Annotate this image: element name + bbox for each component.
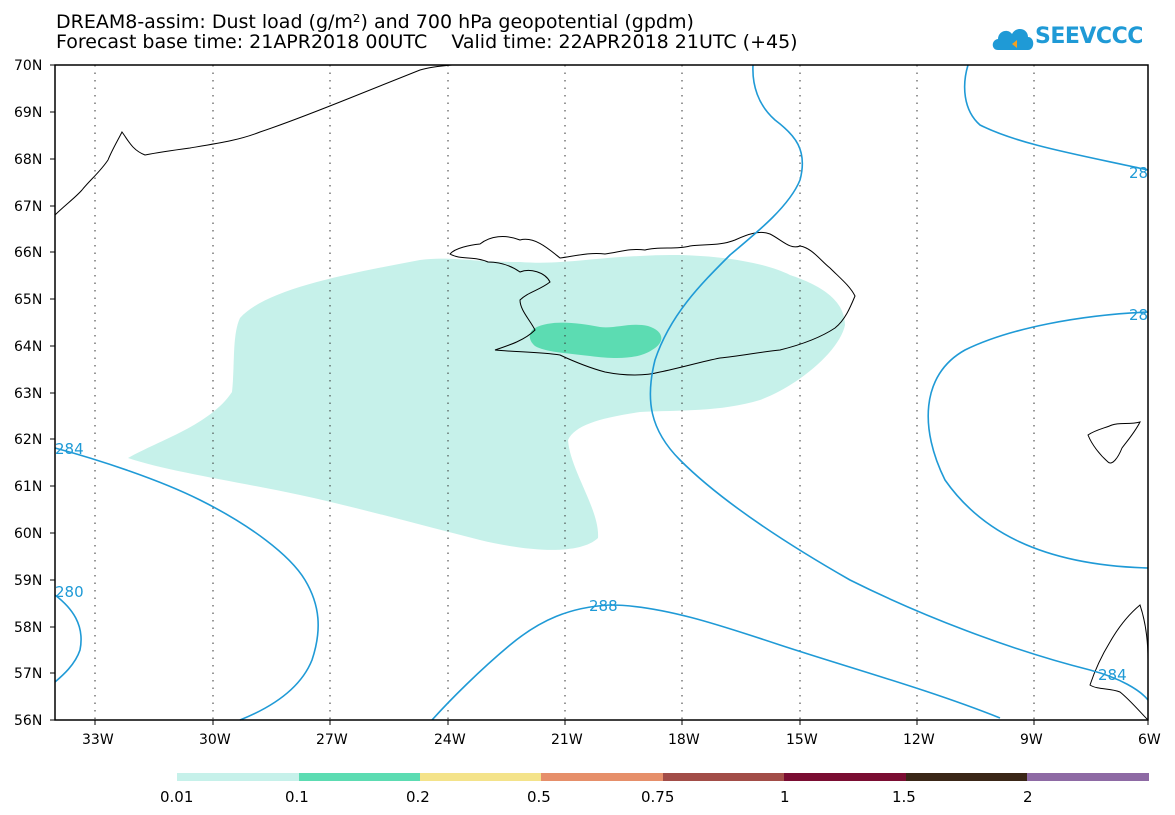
lon-label: 15W bbox=[786, 732, 818, 748]
colorbar-swatch bbox=[906, 773, 1027, 781]
lat-label: 59N bbox=[14, 573, 42, 589]
contour-label-288: 288 bbox=[589, 597, 618, 615]
contour-284-west bbox=[54, 447, 319, 721]
seevccc-logo: SEEVCCC bbox=[990, 18, 1160, 58]
scotland-coast bbox=[1089, 604, 1149, 722]
colorbar bbox=[177, 773, 1149, 781]
colorbar-tick-label: 1 bbox=[780, 788, 790, 806]
dust-area-medium bbox=[529, 322, 662, 358]
lat-label: 64N bbox=[14, 339, 42, 355]
lat-label: 60N bbox=[14, 526, 42, 542]
lon-label: 12W bbox=[903, 732, 935, 748]
lat-label: 61N bbox=[14, 479, 42, 495]
contour-28-northeast bbox=[963, 64, 1149, 171]
colorbar-swatch bbox=[541, 773, 663, 781]
map-title: DREAM8-assim: Dust load (g/m²) and 700 h… bbox=[56, 11, 694, 33]
longitude-axis bbox=[94, 720, 1149, 725]
colorbar-tick-label: 1.5 bbox=[892, 788, 916, 806]
dust-area-light bbox=[128, 254, 845, 550]
map-subtitle: Forecast base time: 21APR2018 00UTC Vali… bbox=[56, 31, 798, 53]
colorbar-tick-label: 2 bbox=[1023, 788, 1033, 806]
latitude-labels: 70N 69N 68N 67N 66N 65N 64N 63N 62N 61N … bbox=[14, 58, 42, 729]
lon-label: 6W bbox=[1138, 732, 1161, 748]
faroe-coast bbox=[1087, 421, 1141, 464]
greenland-coast bbox=[54, 64, 453, 216]
lon-label: 18W bbox=[668, 732, 700, 748]
contour-280-west bbox=[54, 594, 82, 683]
lat-label: 58N bbox=[14, 620, 42, 636]
colorbar-swatch bbox=[420, 773, 541, 781]
colorbar-tick-label: 0.5 bbox=[527, 788, 551, 806]
lat-label: 56N bbox=[14, 713, 42, 729]
colorbar-tick-label: 0.1 bbox=[285, 788, 309, 806]
colorbar-tick-label: 0.2 bbox=[406, 788, 430, 806]
colorbar-swatch bbox=[1027, 773, 1149, 781]
colorbar-swatch bbox=[177, 773, 299, 781]
geopotential-contours bbox=[54, 64, 1149, 721]
lon-label: 27W bbox=[316, 732, 348, 748]
contour-288 bbox=[431, 604, 1001, 721]
contour-labels: 284 280 288 284 28 28 bbox=[55, 164, 1148, 684]
colorbar-tick-label: 0.75 bbox=[641, 788, 674, 806]
colorbar-swatch bbox=[299, 773, 420, 781]
lat-label: 67N bbox=[14, 199, 42, 215]
latitude-axis bbox=[50, 64, 55, 721]
lon-label: 24W bbox=[434, 732, 466, 748]
contour-label-28-northeast: 28 bbox=[1129, 164, 1148, 182]
lat-label: 70N bbox=[14, 58, 42, 74]
lon-label: 9W bbox=[1020, 732, 1043, 748]
lat-label: 69N bbox=[14, 105, 42, 121]
lat-label: 57N bbox=[14, 666, 42, 682]
lon-label: 33W bbox=[82, 732, 114, 748]
colorbar-ticks: 0.01 0.1 0.2 0.5 0.75 1 1.5 2 bbox=[160, 788, 1033, 806]
contour-label-284-east: 284 bbox=[1098, 666, 1127, 684]
lat-label: 66N bbox=[14, 245, 42, 261]
logo-text: SEEVCCC bbox=[1035, 24, 1143, 49]
coastlines bbox=[54, 64, 1149, 722]
colorbar-swatch bbox=[784, 773, 906, 781]
lat-label: 65N bbox=[14, 292, 42, 308]
colorbar-tick-label: 0.01 bbox=[160, 788, 193, 806]
iceland-coast bbox=[449, 231, 856, 376]
lon-label: 21W bbox=[551, 732, 583, 748]
dust-shading bbox=[128, 254, 845, 550]
lat-label: 62N bbox=[14, 432, 42, 448]
lat-label: 68N bbox=[14, 152, 42, 168]
contour-28-east bbox=[927, 311, 1149, 569]
cloud-icon bbox=[992, 28, 1034, 50]
colorbar-swatch bbox=[663, 773, 784, 781]
contour-label-284-west: 284 bbox=[55, 440, 84, 458]
longitude-labels: 33W 30W 27W 24W 21W 18W 15W 12W 9W 6W bbox=[82, 732, 1161, 748]
contour-284-central bbox=[649, 64, 1149, 701]
contour-label-280-west: 280 bbox=[55, 583, 84, 601]
contour-label-28-east: 28 bbox=[1129, 306, 1148, 324]
lon-label: 30W bbox=[199, 732, 231, 748]
lat-label: 63N bbox=[14, 386, 42, 402]
